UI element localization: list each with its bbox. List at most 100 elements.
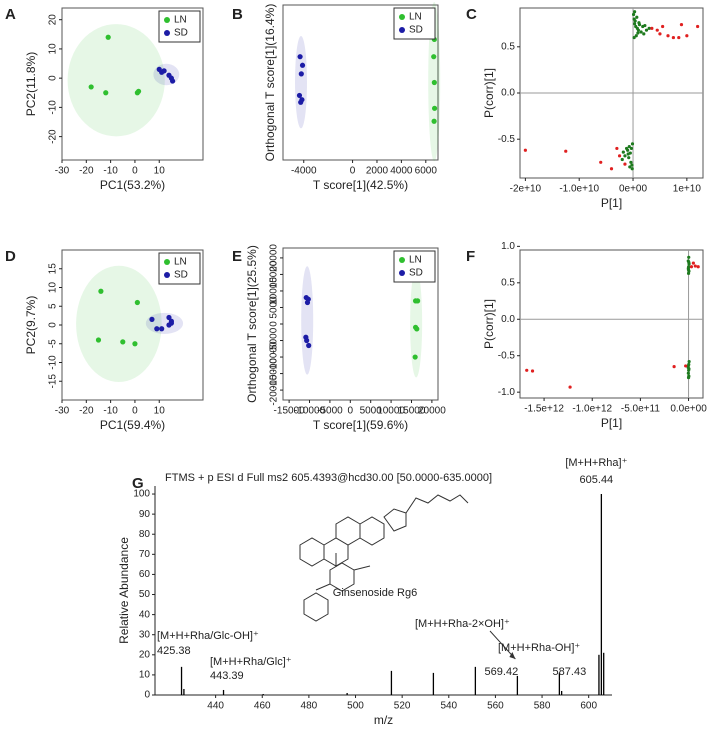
confidence-ellipse: [153, 63, 180, 86]
point: [624, 146, 629, 151]
legend-label: LN: [409, 255, 422, 266]
point: [88, 84, 94, 90]
point: [304, 337, 310, 344]
point: [609, 167, 614, 171]
point: [415, 298, 421, 304]
point: [299, 62, 306, 68]
y-tick-label: 0.5: [501, 41, 515, 52]
legend-swatch: [399, 27, 405, 33]
panel-label: C: [466, 6, 477, 23]
point: [431, 79, 437, 86]
x-tick-label: -30: [55, 406, 70, 417]
peak-annotation: [M+H+Rha/Glc]⁺: [210, 656, 292, 668]
point: [628, 165, 632, 169]
x-axis-label: m/z: [374, 713, 393, 727]
point: [617, 154, 622, 158]
point: [686, 375, 691, 380]
point: [696, 265, 700, 269]
y-tick-label: 30: [139, 629, 151, 640]
confidence-ellipse: [410, 268, 423, 378]
structure: [299, 494, 469, 622]
point: [630, 167, 634, 171]
peak-mz-label: 605.44: [580, 474, 614, 486]
y-tick-label: 1.0: [501, 241, 515, 252]
y-tick-label: 10000: [269, 277, 280, 305]
point: [95, 337, 102, 343]
point: [629, 160, 633, 164]
y-tick-label: -15000: [269, 358, 280, 390]
point: [636, 31, 640, 35]
y-axis-label: Relative Abundance: [117, 537, 131, 644]
point: [166, 72, 172, 78]
plot-frame: [282, 4, 439, 161]
x-tick-label: 0: [132, 406, 138, 417]
y-tick-label: -0.5: [498, 350, 516, 361]
x-tick-label: 2000: [366, 166, 389, 177]
point: [135, 88, 142, 94]
point: [691, 261, 695, 265]
y-tick-label: 10: [48, 43, 59, 55]
point: [120, 339, 126, 345]
y-axis-label: PC2(11.8%): [24, 52, 38, 116]
x-tick-label: 20000: [418, 406, 446, 417]
point: [304, 299, 311, 306]
point: [431, 118, 437, 124]
point: [170, 78, 176, 84]
point: [629, 146, 634, 151]
point: [627, 156, 631, 160]
y-tick-label: 5000: [269, 296, 280, 319]
plot-frame: [61, 7, 204, 161]
x-tick-label: 6000: [415, 166, 438, 177]
point: [626, 152, 630, 156]
y-tick-label: 0: [48, 75, 59, 81]
point: [685, 34, 689, 38]
x-axis-label: P[1]: [601, 196, 622, 210]
y-tick-label: 90: [139, 509, 151, 520]
x-tick-label: -5.0e+11: [621, 404, 660, 415]
point: [627, 144, 631, 149]
y-tick-label: 100: [133, 489, 150, 500]
x-tick-label: 460: [254, 701, 271, 712]
point: [306, 342, 312, 349]
point: [431, 54, 437, 60]
y-tick-label: -20000: [269, 374, 280, 406]
legend-label: SD: [174, 270, 188, 281]
legend-swatch: [164, 30, 170, 36]
point: [689, 265, 694, 269]
point: [686, 271, 691, 275]
legend-label: SD: [409, 25, 423, 36]
y-axis-label: Orthogonal T score[1](16.4%): [263, 4, 277, 162]
x-tick-label: 0e+00: [619, 184, 648, 195]
x-tick-label: -10: [103, 166, 118, 177]
x-tick-label: 580: [534, 701, 551, 712]
x-tick-label: -1.5e+12: [524, 404, 564, 415]
legend-swatch: [399, 257, 405, 263]
point: [298, 71, 304, 77]
point: [687, 359, 691, 364]
confidence-ellipse: [301, 266, 314, 375]
legend-swatch: [164, 259, 170, 265]
x-axis-label: P[1]: [601, 416, 622, 430]
point: [159, 326, 165, 332]
x-axis-label: T score[1](59.6%): [313, 418, 408, 432]
point: [672, 365, 676, 369]
point: [623, 162, 627, 166]
peak-annotation: [M+H+Rha-OH]⁺: [498, 642, 580, 654]
point: [621, 150, 625, 154]
y-tick-label: 0.0: [501, 88, 515, 99]
point: [642, 32, 646, 36]
point: [630, 163, 634, 167]
point: [671, 35, 675, 40]
point: [687, 367, 691, 371]
point: [631, 12, 636, 17]
y-tick-label: 60: [139, 569, 151, 580]
x-tick-label: 0.0e+00: [670, 404, 707, 415]
point: [632, 35, 636, 40]
legend-label: SD: [174, 28, 188, 39]
x-tick-label: 540: [440, 701, 457, 712]
point: [655, 28, 659, 32]
point: [661, 24, 665, 29]
x-tick-label: 0: [350, 166, 356, 177]
point: [693, 264, 697, 268]
